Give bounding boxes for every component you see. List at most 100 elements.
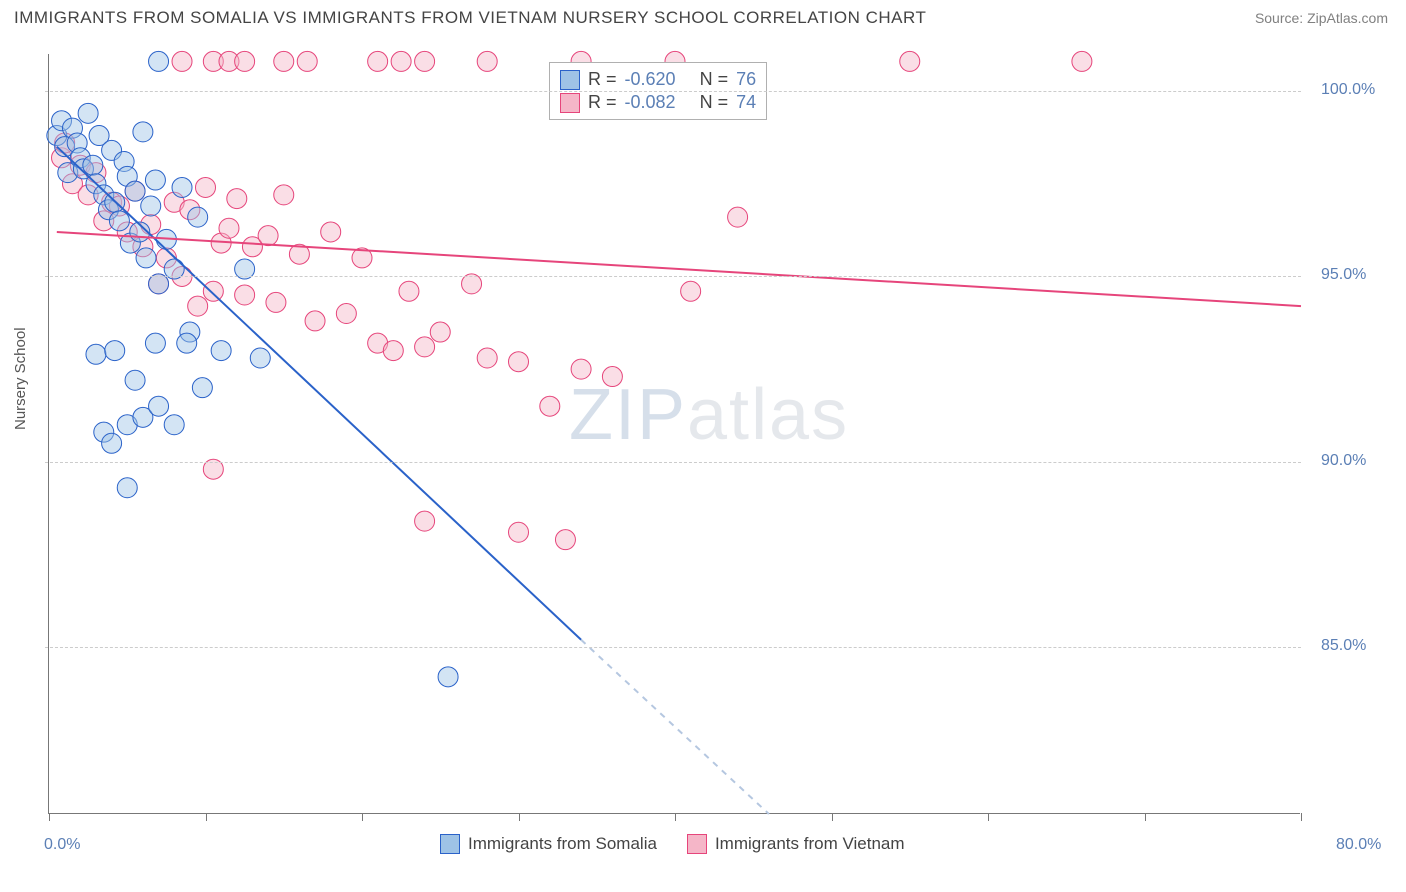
legend-swatch-2-icon	[687, 834, 707, 854]
y-tick-label: 95.0%	[1321, 266, 1366, 284]
data-point	[274, 51, 294, 71]
x-tick	[362, 813, 363, 821]
data-point	[258, 226, 278, 246]
data-point	[149, 51, 169, 71]
data-point	[728, 207, 748, 227]
data-point	[109, 211, 129, 231]
data-point	[227, 189, 247, 209]
data-point	[188, 207, 208, 227]
y-axis-title: Nursery School	[12, 327, 29, 430]
data-point	[430, 322, 450, 342]
stats-row-2: R = -0.082 N = 74	[560, 92, 756, 113]
trendline	[57, 147, 581, 640]
data-point	[192, 378, 212, 398]
gridline	[45, 91, 1301, 92]
gridline	[45, 276, 1301, 277]
x-tick	[519, 813, 520, 821]
data-point	[274, 185, 294, 205]
plot-area: ZIPatlas R = -0.620 N = 76 R = -0.082 N …	[48, 54, 1300, 814]
data-point	[602, 367, 622, 387]
data-point	[172, 177, 192, 197]
bottom-legend: Immigrants from Somalia Immigrants from …	[440, 834, 905, 854]
x-tick	[675, 813, 676, 821]
x-tick	[832, 813, 833, 821]
swatch-series2-icon	[560, 93, 580, 113]
data-point	[383, 341, 403, 361]
data-point	[133, 122, 153, 142]
data-point	[509, 352, 529, 372]
r-value-1: -0.620	[625, 69, 676, 90]
data-point	[900, 51, 920, 71]
data-point	[172, 51, 192, 71]
data-point	[477, 51, 497, 71]
data-point	[117, 478, 137, 498]
data-point	[177, 333, 197, 353]
n-label-1: N =	[700, 69, 729, 90]
data-point	[1072, 51, 1092, 71]
data-point	[540, 396, 560, 416]
data-point	[509, 522, 529, 542]
r-label-2: R =	[588, 92, 617, 113]
swatch-series1-icon	[560, 70, 580, 90]
data-point	[136, 248, 156, 268]
data-point	[188, 296, 208, 316]
data-point	[681, 281, 701, 301]
data-point	[83, 155, 103, 175]
data-point	[105, 341, 125, 361]
legend-item-2: Immigrants from Vietnam	[687, 834, 905, 854]
x-tick	[206, 813, 207, 821]
y-tick-label: 90.0%	[1321, 452, 1366, 470]
x-tick	[1301, 813, 1302, 821]
data-point	[297, 51, 317, 71]
legend-item-1: Immigrants from Somalia	[440, 834, 657, 854]
data-point	[321, 222, 341, 242]
legend-label-2: Immigrants from Vietnam	[715, 834, 905, 854]
header-bar: IMMIGRANTS FROM SOMALIA VS IMMIGRANTS FR…	[0, 0, 1406, 32]
x-tick	[988, 813, 989, 821]
data-point	[391, 51, 411, 71]
data-point	[250, 348, 270, 368]
chart-svg	[49, 54, 1300, 813]
data-point	[415, 337, 435, 357]
source-label: Source: ZipAtlas.com	[1255, 10, 1388, 26]
data-point	[203, 281, 223, 301]
data-point	[196, 177, 216, 197]
data-point	[78, 103, 98, 123]
n-value-2: 74	[736, 92, 756, 113]
data-point	[86, 344, 106, 364]
data-point	[219, 218, 239, 238]
gridline	[45, 647, 1301, 648]
y-tick-label: 85.0%	[1321, 637, 1366, 655]
x-axis-max-label: 80.0%	[1336, 836, 1381, 854]
data-point	[438, 667, 458, 687]
data-point	[164, 415, 184, 435]
legend-label-1: Immigrants from Somalia	[468, 834, 657, 854]
x-tick	[1145, 813, 1146, 821]
data-point	[211, 341, 231, 361]
legend-swatch-1-icon	[440, 834, 460, 854]
stats-row-1: R = -0.620 N = 76	[560, 69, 756, 90]
data-point	[415, 51, 435, 71]
n-label-2: N =	[700, 92, 729, 113]
y-tick-label: 100.0%	[1321, 81, 1375, 99]
data-point	[145, 333, 165, 353]
gridline	[45, 462, 1301, 463]
r-value-2: -0.082	[625, 92, 676, 113]
trendline	[581, 640, 769, 814]
chart-title: IMMIGRANTS FROM SOMALIA VS IMMIGRANTS FR…	[14, 8, 926, 28]
data-point	[125, 181, 145, 201]
x-tick	[49, 813, 50, 821]
data-point	[235, 51, 255, 71]
data-point	[336, 304, 356, 324]
data-point	[477, 348, 497, 368]
data-point	[415, 511, 435, 531]
x-axis-min-label: 0.0%	[44, 836, 80, 854]
data-point	[235, 285, 255, 305]
data-point	[149, 396, 169, 416]
data-point	[125, 370, 145, 390]
data-point	[368, 51, 388, 71]
data-point	[145, 170, 165, 190]
n-value-1: 76	[736, 69, 756, 90]
data-point	[102, 433, 122, 453]
data-point	[305, 311, 325, 331]
